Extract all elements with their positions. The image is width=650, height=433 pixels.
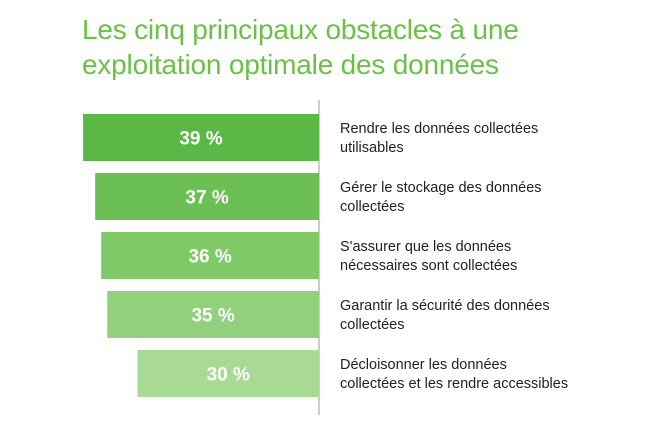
chart-title-line-2: exploitation optimale des données (82, 49, 499, 80)
category-label-4-line-2: collectées (340, 317, 404, 333)
category-label-3-line-2: nécessaires sont collectées (340, 258, 517, 274)
category-label-5-line-1: Décloisonner les données (340, 357, 507, 373)
category-label-3-line-1: S'assurer que les données (340, 239, 511, 255)
bar-3 (101, 232, 319, 279)
bar-value-label-4: 35 % (191, 306, 234, 327)
bar-value-label-3: 36 % (188, 247, 231, 268)
bar-value-label-2: 37 % (185, 188, 228, 209)
chart-title: Les cinq principaux obstacles à une expl… (82, 12, 642, 82)
category-label-2-line-1: Gérer le stockage des données (340, 180, 542, 196)
chart-title-line-1: Les cinq principaux obstacles à une (82, 14, 519, 45)
bar-4 (107, 291, 319, 338)
category-label-4-line-1: Garantir la sécurité des données (340, 298, 550, 314)
category-label-1-line-2: utilisables (340, 140, 404, 156)
bar-1 (83, 114, 319, 161)
bar-2 (95, 173, 320, 220)
bar-5 (137, 350, 319, 397)
category-label-2-line-2: collectées (340, 199, 404, 215)
category-label-1-line-1: Rendre les données collectées (340, 121, 538, 137)
bar-value-label-5: 30 % (207, 365, 250, 386)
category-label-5-line-2: collectées et les rendre accessibles (340, 376, 568, 392)
bar-value-label-1: 39 % (179, 129, 222, 150)
